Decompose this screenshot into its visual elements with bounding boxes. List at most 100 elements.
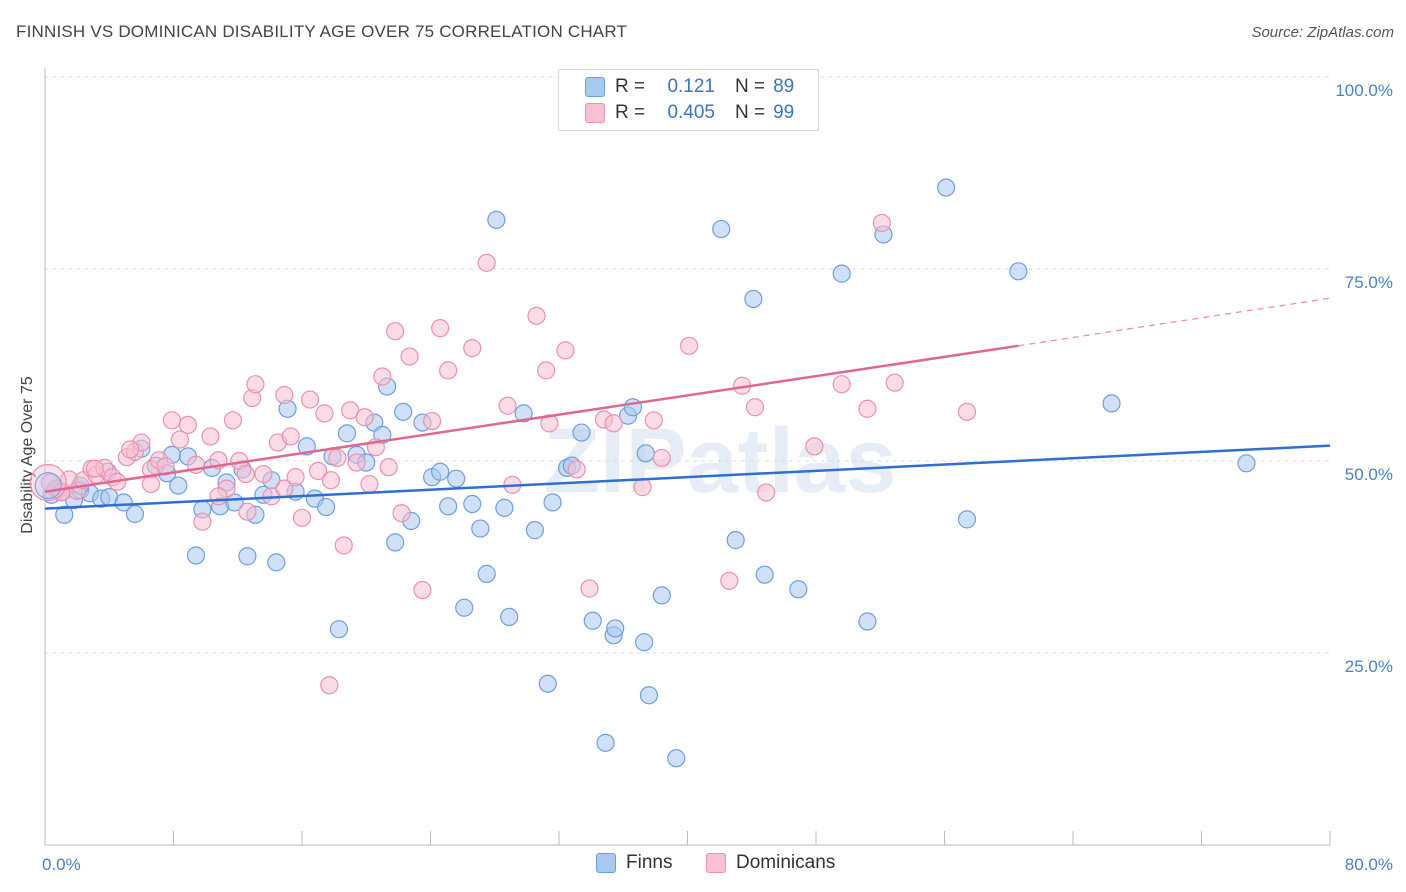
dominicans-swatch (706, 853, 726, 873)
series-legend: Finns Dominicans (0, 852, 1406, 878)
trend-lines (44, 297, 1331, 510)
finns-trend-line (44, 444, 1331, 510)
dominicans-point (275, 385, 294, 405)
chart-title: FINNISH VS DOMINICAN DISABILITY AGE OVER… (16, 22, 628, 41)
dominicans-point (537, 361, 556, 380)
dominicans-point (463, 339, 482, 358)
finns-point (329, 620, 349, 639)
dominicans-point (286, 468, 305, 487)
dominicans-point (379, 458, 398, 477)
dominicans-point (321, 471, 341, 490)
dominicans-point (193, 512, 212, 531)
finns-point (267, 553, 286, 572)
finns-point (726, 531, 745, 550)
y-tick-label: 25.0% (1345, 657, 1393, 676)
dominicans-point (162, 411, 181, 430)
dominicans-point (281, 427, 300, 446)
dominicans-point (805, 437, 824, 456)
finns-point (832, 264, 851, 283)
dominicans-point (141, 474, 161, 494)
dominicans-point (341, 401, 360, 420)
dominicans-trend-extension (1018, 297, 1331, 347)
x-tick-label: 0.0% (42, 855, 81, 874)
dominicans-point (498, 396, 517, 415)
dominicans-point (567, 460, 586, 479)
dominicans-point (236, 464, 255, 484)
r-label: R = (615, 76, 646, 97)
dominicans-swatch (585, 103, 605, 123)
watermark: ZIPatlas (544, 410, 897, 512)
dominicans-point (360, 474, 379, 494)
dominicans-point (477, 253, 496, 272)
finns-point (652, 586, 671, 605)
finns-point (337, 424, 357, 443)
finns-point (169, 476, 188, 495)
dominicans-point (556, 341, 575, 360)
n-value: 89 (773, 76, 795, 97)
finns-point (514, 404, 533, 423)
finns-point (525, 521, 545, 540)
dominicans-point (392, 504, 411, 523)
dominicans-point (355, 408, 374, 427)
finns-point (186, 546, 206, 565)
finns-point (447, 469, 466, 488)
legend-row-dominicans: R = 0.405 N = 99 (585, 100, 794, 126)
legend-row-finns: R = 0.121 N = 89 (585, 74, 794, 100)
dominicans-point (431, 319, 450, 338)
dominicans-point (858, 399, 877, 418)
finns-point (1102, 394, 1121, 413)
dominicans-point (832, 375, 851, 394)
dominicans-point (178, 415, 198, 435)
finns-point (238, 547, 257, 566)
dominicans-point (720, 571, 739, 590)
dominicans-point (423, 411, 442, 431)
dominicans-point (757, 483, 776, 502)
finns-point (538, 674, 557, 693)
finns-point (755, 565, 774, 584)
finns-point (1009, 262, 1028, 281)
dominicans-point (170, 430, 190, 449)
finns-point (667, 749, 686, 768)
dominicans-point (580, 579, 599, 598)
y-tick-label: 100.0% (1335, 81, 1393, 100)
grid-lines (45, 76, 1330, 654)
finns-point (431, 462, 450, 481)
dominicans-point (275, 479, 294, 498)
dominicans-point (29, 463, 67, 502)
finns-point (937, 178, 956, 197)
dominicans-point (121, 440, 140, 459)
stats-legend: R = 0.121 N = 89 R = 0.405 N = 99 (558, 69, 819, 131)
dominicans-trend-line (44, 344, 1019, 493)
finns-point (439, 497, 458, 516)
finns-point (477, 564, 496, 583)
legend-label-finns: Finns (626, 852, 673, 873)
legend-label-dominicans: Dominicans (736, 852, 836, 873)
dominicans-point (386, 322, 405, 341)
dominicans-point (254, 464, 273, 484)
finns-swatch (585, 77, 605, 97)
n-label: N = (735, 76, 766, 97)
finns-point (606, 619, 625, 638)
finns-point (114, 493, 133, 512)
finns-point (572, 423, 591, 442)
r-value: 0.121 (667, 76, 715, 97)
x-tick-labels: 0.0% 80.0% (42, 855, 1393, 874)
dominicans-point (872, 213, 891, 233)
finns-point (858, 612, 877, 631)
finns-point (495, 498, 514, 517)
dominicans-point (680, 336, 699, 355)
dominicans-point (320, 676, 339, 695)
dominicans-point (334, 536, 353, 555)
legend-item-finns[interactable]: Finns (596, 852, 672, 874)
x-tick-label: 80.0% (1345, 855, 1393, 874)
n-label: N = (735, 102, 766, 123)
dominicans-point (373, 367, 392, 386)
dominicans-point (413, 580, 432, 600)
legend-item-dominicans[interactable]: Dominicans (706, 852, 835, 874)
dominicans-point (745, 398, 765, 417)
finns-swatch (596, 853, 616, 873)
y-tick-label: 75.0% (1345, 273, 1393, 292)
dominicans-point (439, 361, 458, 380)
finns-point (316, 497, 336, 517)
